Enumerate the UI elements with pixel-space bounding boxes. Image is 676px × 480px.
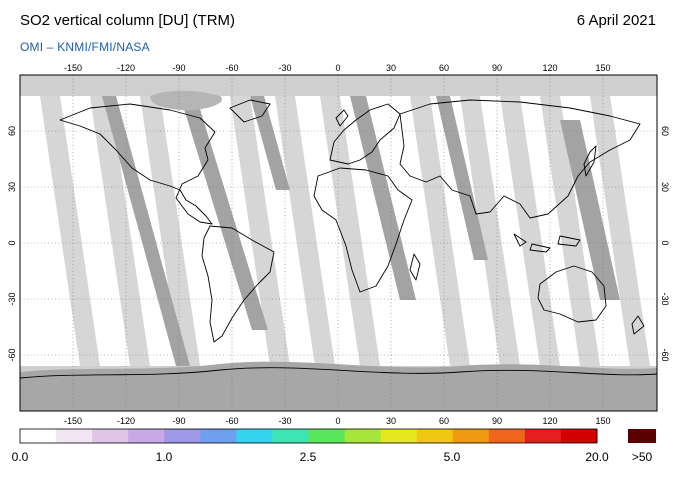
graticule bbox=[20, 75, 657, 411]
colorbar-segment bbox=[416, 429, 454, 443]
lon-tick-label: 120 bbox=[542, 63, 557, 73]
coastlines bbox=[20, 99, 657, 379]
colorbar-segment bbox=[344, 429, 382, 443]
lon-tick-label: 0 bbox=[335, 416, 340, 426]
lat-ticks-right: 60 30 0 -30 -60 bbox=[660, 126, 670, 362]
lon-tick-label: 150 bbox=[595, 63, 610, 73]
colorbar-segment bbox=[524, 429, 562, 443]
colorbar-segment bbox=[236, 429, 273, 443]
lat-tick-label: -60 bbox=[660, 348, 670, 361]
orbit-swaths-light bbox=[40, 96, 650, 366]
lat-ticks-left: 60 30 0 -30 -60 bbox=[7, 126, 17, 362]
lat-tick-label: -30 bbox=[660, 292, 670, 305]
lon-tick-label: 30 bbox=[386, 416, 396, 426]
colorbar-segment bbox=[56, 429, 93, 443]
lat-tick-label: 60 bbox=[7, 126, 17, 136]
lon-tick-label: -120 bbox=[117, 416, 135, 426]
colorbar-segment bbox=[308, 429, 346, 443]
colorbar-segment bbox=[200, 429, 237, 443]
orbit-swaths-dark bbox=[102, 96, 620, 366]
lon-tick-label: -150 bbox=[64, 416, 82, 426]
colorbar-frame bbox=[19, 428, 598, 444]
lat-tick-label: 0 bbox=[660, 240, 670, 245]
map-title: SO2 vertical column [DU] (TRM) bbox=[20, 12, 236, 29]
map-body bbox=[20, 75, 657, 411]
lat-tick-label: -60 bbox=[7, 348, 17, 361]
colorbar-label: 0.0 bbox=[11, 450, 29, 464]
lat-tick-label: 60 bbox=[660, 126, 670, 136]
lon-tick-label: 0 bbox=[335, 63, 340, 73]
lat-tick-label: 30 bbox=[660, 182, 670, 192]
lon-tick-label: 60 bbox=[439, 416, 449, 426]
colorbar-segment bbox=[488, 429, 526, 443]
lon-tick-label: 30 bbox=[386, 63, 396, 73]
lon-tick-label: -30 bbox=[278, 416, 291, 426]
lon-tick-label: 60 bbox=[439, 63, 449, 73]
lon-tick-label: -60 bbox=[225, 416, 238, 426]
colorbar-label: 5.0 bbox=[443, 450, 461, 464]
lon-tick-label: -120 bbox=[117, 63, 135, 73]
lat-tick-label: 0 bbox=[7, 240, 17, 245]
lon-tick-label: 90 bbox=[492, 416, 502, 426]
colorbar-label: 1.0 bbox=[155, 450, 173, 464]
lat-tick-label: -30 bbox=[7, 292, 17, 305]
lon-tick-label: -150 bbox=[64, 63, 82, 73]
map-date: 6 April 2021 bbox=[576, 12, 656, 29]
lon-tick-label: 120 bbox=[542, 416, 557, 426]
lon-tick-label: 90 bbox=[492, 63, 502, 73]
colorbar-overflow-label: >50 bbox=[631, 450, 653, 464]
antarctica bbox=[20, 361, 657, 411]
lon-ticks-top: -150 -120 -90 -60 -30 0 30 60 90 120 150 bbox=[64, 63, 611, 73]
colorbar-segment bbox=[128, 429, 165, 443]
colorbar-segment bbox=[272, 429, 309, 443]
lon-tick-label: -90 bbox=[172, 63, 185, 73]
colorbar bbox=[20, 429, 598, 443]
lon-tick-label: -30 bbox=[278, 63, 291, 73]
colorbar-segment bbox=[452, 429, 490, 443]
colorbar-segment bbox=[92, 429, 129, 443]
colorbar-segment bbox=[164, 429, 201, 443]
colorbar-label: 20.0 bbox=[585, 450, 609, 464]
colorbar-segment bbox=[380, 429, 418, 443]
arctic-ice bbox=[150, 90, 222, 111]
colorbar-segment bbox=[20, 429, 57, 443]
lon-tick-label: 150 bbox=[595, 416, 610, 426]
colorbar-label: 2.5 bbox=[299, 450, 317, 464]
colorbar-overflow-swatch bbox=[628, 429, 656, 443]
colorbar-segment bbox=[560, 429, 598, 443]
map-credit: OMI – KNMI/FMI/NASA bbox=[20, 40, 150, 54]
lon-ticks-bottom: -150 -120 -90 -60 -30 0 30 60 90 120 150 bbox=[64, 416, 611, 426]
map-frame bbox=[19, 74, 658, 412]
lon-tick-label: -60 bbox=[225, 63, 238, 73]
lon-tick-label: -90 bbox=[172, 416, 185, 426]
lat-tick-label: 30 bbox=[7, 182, 17, 192]
